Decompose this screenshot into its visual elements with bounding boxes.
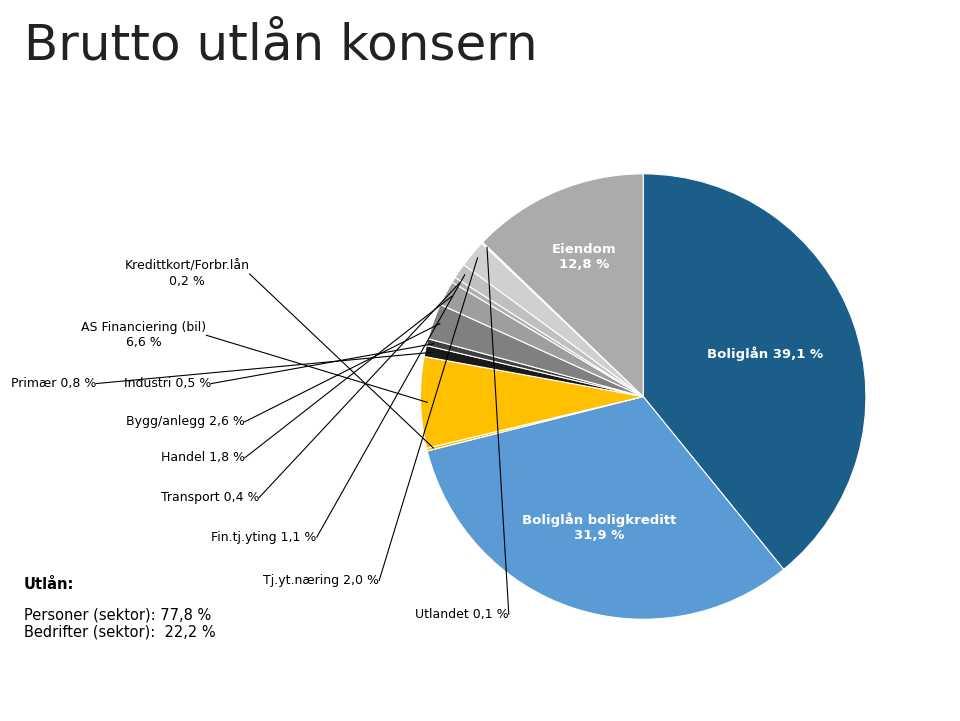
Wedge shape <box>482 242 643 397</box>
Wedge shape <box>427 397 783 619</box>
Wedge shape <box>483 174 643 397</box>
Wedge shape <box>455 265 643 397</box>
Text: Handel 1,8 %: Handel 1,8 % <box>160 451 245 464</box>
Wedge shape <box>464 243 643 397</box>
Wedge shape <box>643 174 866 570</box>
Text: Boliglån 39,1 %: Boliglån 39,1 % <box>707 346 823 360</box>
Text: Utlån:: Utlån: <box>24 577 74 592</box>
Text: AS Financiering (bil)
6,6 %: AS Financiering (bil) 6,6 % <box>82 322 206 349</box>
Text: Fin.tj.yting 1,1 %: Fin.tj.yting 1,1 % <box>211 531 317 544</box>
Text: Kredittkort/Forbr.lån
0,2 %: Kredittkort/Forbr.lån 0,2 % <box>125 260 250 288</box>
Wedge shape <box>426 397 643 451</box>
Text: Transport 0,4 %: Transport 0,4 % <box>160 491 259 504</box>
Text: Personer (sektor): 77,8 %
Bedrifter (sektor):  22,2 %: Personer (sektor): 77,8 % Bedrifter (sek… <box>24 607 216 640</box>
Wedge shape <box>426 339 643 397</box>
Text: Eiendom
12,8 %: Eiendom 12,8 % <box>552 243 616 271</box>
Wedge shape <box>420 356 643 448</box>
Wedge shape <box>428 304 643 397</box>
Text: Bygg/anlegg 2,6 %: Bygg/anlegg 2,6 % <box>126 415 245 428</box>
Text: Brutto utlån konsern: Brutto utlån konsern <box>24 22 538 70</box>
Text: Utlandet 0,1 %: Utlandet 0,1 % <box>415 608 509 621</box>
Text: Boliglån boligkreditt
31,9 %: Boliglån boligkreditt 31,9 % <box>522 513 677 542</box>
Text: Tj.yt.næring 2,0 %: Tj.yt.næring 2,0 % <box>263 574 379 587</box>
Text: Industri 0,5 %: Industri 0,5 % <box>124 377 211 390</box>
Text: Primær 0,8 %: Primær 0,8 % <box>11 377 96 390</box>
Wedge shape <box>441 282 643 397</box>
Wedge shape <box>424 345 643 397</box>
Wedge shape <box>452 278 643 397</box>
